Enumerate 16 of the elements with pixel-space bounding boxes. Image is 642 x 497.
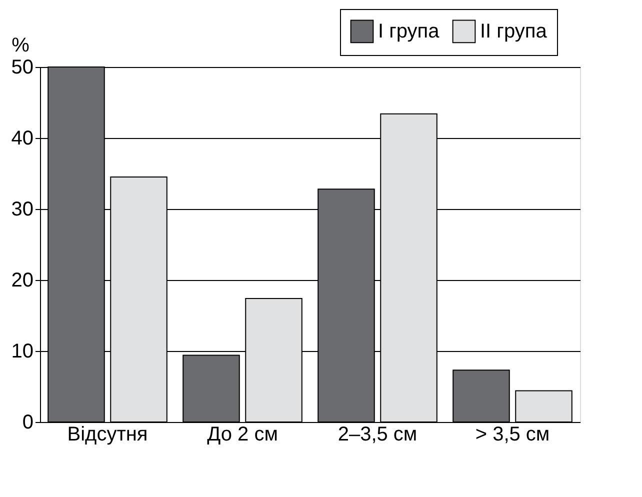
- x-tick-label: 2–3,5 см: [338, 424, 418, 446]
- y-axis-title: %: [12, 34, 30, 56]
- y-tick-label: 0: [22, 412, 34, 434]
- x-tick-label: Відсутня: [67, 424, 148, 446]
- bar: [452, 370, 510, 422]
- bar: [515, 390, 572, 422]
- y-tick-label: 10: [11, 340, 34, 362]
- bar: [182, 354, 240, 422]
- y-tick-label: 50: [11, 56, 34, 78]
- y-tick-label: 30: [11, 198, 34, 220]
- legend-label: I група: [378, 20, 440, 42]
- legend-label: II група: [480, 20, 548, 42]
- x-tick-label: До 2 см: [207, 424, 278, 446]
- x-tick-label: > 3,5 см: [475, 424, 550, 446]
- y-tick-label: 20: [11, 270, 34, 292]
- y-tick-label: 40: [11, 128, 34, 150]
